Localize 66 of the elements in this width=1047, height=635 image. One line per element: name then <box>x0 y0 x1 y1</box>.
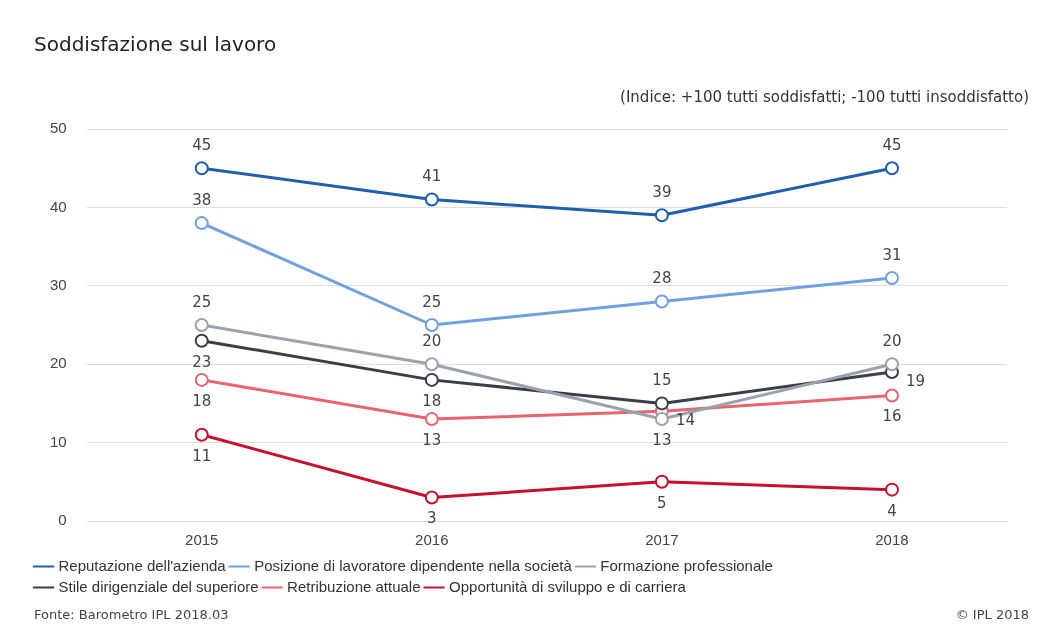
point <box>194 333 209 348</box>
data-label: 5 <box>657 493 667 512</box>
text: © IPL 2018 <box>955 607 1029 622</box>
point <box>424 412 439 427</box>
data-label: 13 <box>652 430 672 449</box>
point <box>884 482 899 497</box>
point <box>884 161 899 176</box>
data-label: 4 <box>887 501 897 520</box>
point <box>654 412 669 427</box>
legend-label: Retribuzione attuale <box>287 577 421 595</box>
data-label: 39 <box>652 183 672 202</box>
point <box>884 388 899 403</box>
legend-label: Reputazione dell'azienda <box>58 556 227 574</box>
data-label: 31 <box>882 245 902 264</box>
y-tick-label: 20 <box>50 354 67 372</box>
data-label: 45 <box>882 136 902 155</box>
data-label: 19 <box>905 371 926 390</box>
point <box>884 357 899 372</box>
data-label: 20 <box>882 332 902 351</box>
point <box>424 490 439 505</box>
data-label: 14 <box>675 411 695 430</box>
data-label: 16 <box>882 407 902 426</box>
data-label: 38 <box>192 190 212 209</box>
legend-label: Posizione di lavoratore dipendente nella società <box>254 556 573 574</box>
data-label: 13 <box>422 430 442 449</box>
point <box>654 208 669 223</box>
legend-label: Stile dirigenziale del superiore <box>58 577 259 595</box>
point <box>424 372 439 387</box>
data-label: 18 <box>422 391 442 410</box>
point <box>194 372 209 387</box>
y-tick-label: 0 <box>58 511 67 529</box>
data-label: 41 <box>422 167 442 186</box>
point <box>424 192 439 207</box>
data-label: 45 <box>192 136 212 155</box>
point <box>654 474 669 489</box>
data-label: 25 <box>422 292 442 311</box>
y-tick-label: 30 <box>50 275 67 293</box>
x-tick-label: 2015 <box>185 531 219 549</box>
data-label: 28 <box>652 269 672 288</box>
data-label: 25 <box>192 292 212 311</box>
y-tick-label: 40 <box>50 197 67 215</box>
legend-label: Opportunità di sviluppo e di carriera <box>449 577 687 595</box>
point <box>654 396 669 411</box>
data-label: 3 <box>427 509 437 528</box>
point <box>194 161 209 176</box>
point <box>424 318 439 332</box>
point <box>424 357 439 372</box>
chart-subtitle: (Indice: +100 tutti soddisfatti; -100 tutti insoddisfatto) <box>620 88 1029 106</box>
y-tick-label: 10 <box>50 432 67 450</box>
data-label: 18 <box>192 391 212 410</box>
source-note: Fonte: Barometro IPL 2018.03 <box>34 607 229 622</box>
legend-label: Formazione professionale <box>600 556 773 574</box>
point <box>194 216 209 231</box>
chart-title: Soddisfazione sul lavoro <box>34 32 277 56</box>
data-label: 15 <box>652 371 672 390</box>
x-tick-label: 2016 <box>415 531 449 549</box>
point <box>194 427 209 442</box>
data-label: 11 <box>192 446 212 465</box>
x-tick-label: 2017 <box>645 531 679 549</box>
point <box>194 318 209 332</box>
data-label: 20 <box>422 332 442 351</box>
x-tick-label: 2018 <box>875 531 909 549</box>
point <box>884 270 899 285</box>
point <box>654 294 669 309</box>
y-tick-label: 50 <box>50 119 67 137</box>
data-label: 23 <box>192 352 212 371</box>
